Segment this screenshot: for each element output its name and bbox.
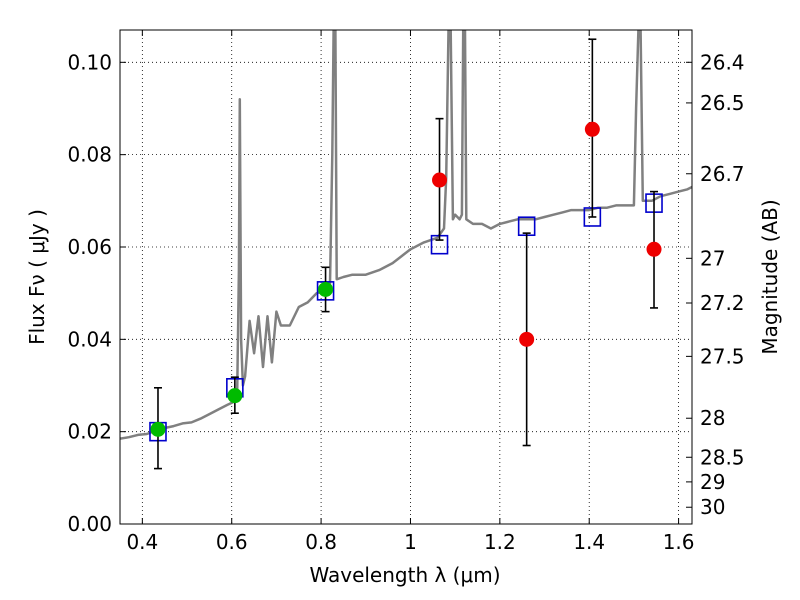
observed-point-red: [646, 241, 662, 257]
plot-area: [120, 30, 692, 470]
mag-tick-label: 28.5: [700, 445, 745, 469]
y-tick-label: 0.06: [67, 235, 112, 259]
axes: 0.4 0.6 0.8 1 1.2 1.4 1.6 0.00 0.02 0.04 0.06 0.08 0…: [67, 30, 745, 554]
x-tick-label: 1.2: [484, 530, 516, 554]
observed-point-green: [150, 421, 166, 437]
y-tick-label: 0.02: [67, 420, 112, 444]
x-tick-label: 1.4: [573, 530, 605, 554]
x-tick-label: 0.4: [126, 530, 158, 554]
y-tick-label: 0.08: [67, 143, 112, 167]
observed-point-red: [584, 121, 600, 137]
y-tick-label: 0.10: [67, 50, 112, 74]
x-tick-label: 0.6: [216, 530, 248, 554]
mag-tick-label: 30: [700, 495, 725, 519]
x-tick-label: 0.8: [305, 530, 337, 554]
x-tick-label: 1.6: [663, 530, 695, 554]
y-tick-label: 0.00: [67, 512, 112, 536]
right-axis-label: Magnitude (AB): [758, 199, 782, 354]
mag-tick-label: 27.2: [700, 291, 745, 315]
observed-point-green: [227, 388, 243, 404]
observed-point-red: [432, 172, 448, 188]
mag-tick-label: 27.5: [700, 344, 745, 368]
mag-tick-label: 28: [700, 406, 725, 430]
observed-point-red: [519, 331, 535, 347]
y-axis-label: Flux Fν ( μJy ): [25, 209, 49, 345]
y-tick-label: 0.04: [67, 327, 112, 351]
x-tick-label: 1: [404, 530, 417, 554]
plot-frame: [119, 29, 693, 525]
mag-tick-label: 26.7: [700, 162, 745, 186]
mag-tick-label: 29: [700, 470, 725, 494]
observed-point-green: [318, 281, 334, 297]
mag-tick-label: 26.4: [700, 50, 745, 74]
mag-tick-label: 26.5: [700, 91, 745, 115]
x-axis-label: Wavelength λ (μm): [309, 563, 500, 587]
mag-tick-label: 27: [700, 246, 725, 270]
